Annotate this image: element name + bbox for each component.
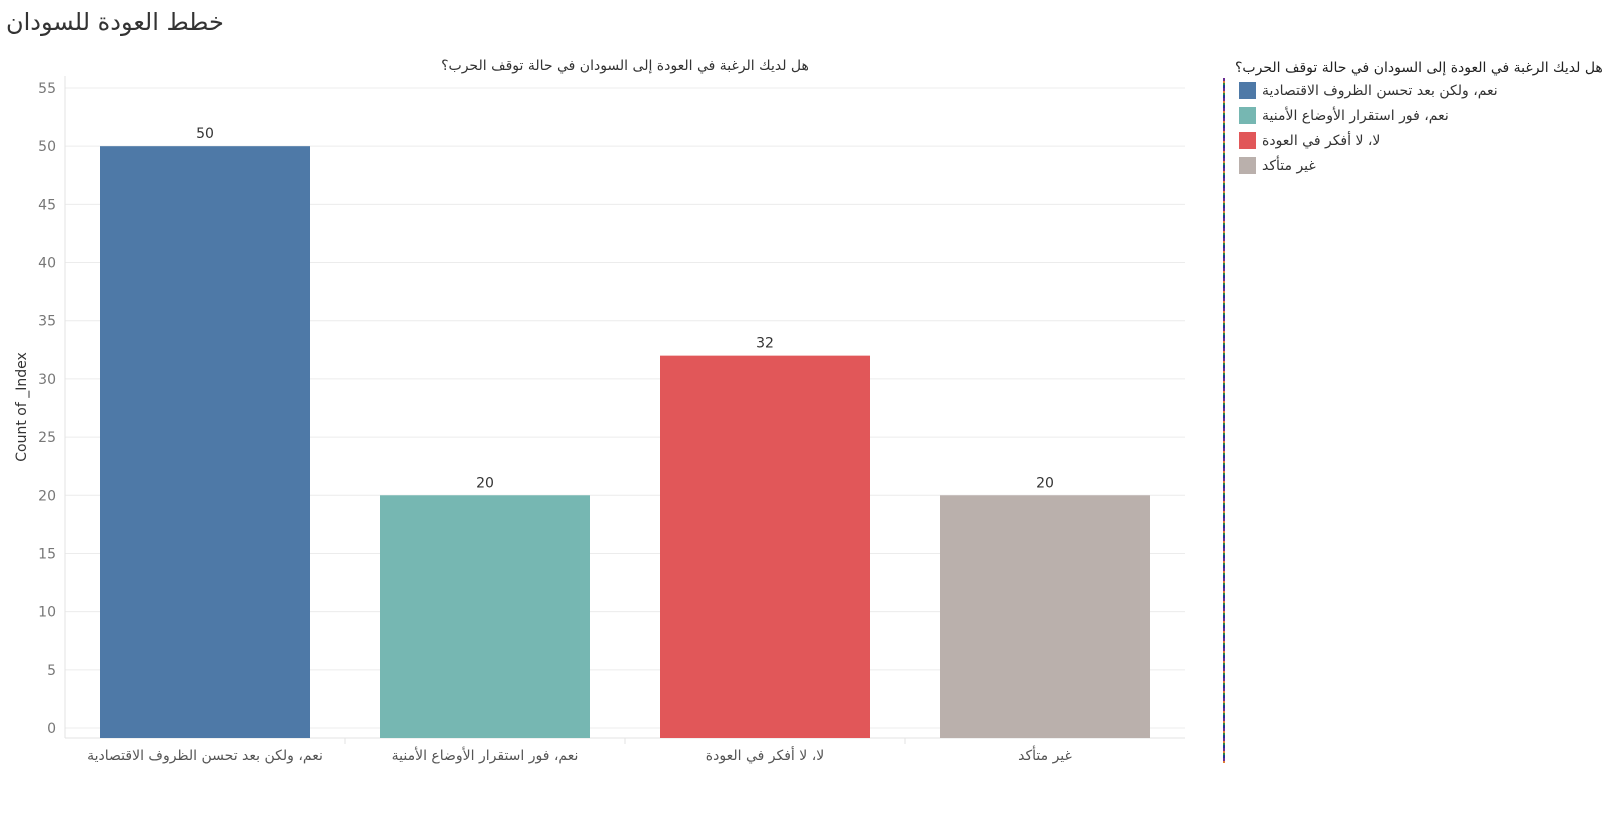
bar (660, 355, 870, 738)
legend-swatch (1239, 107, 1256, 124)
y-tick-label: 5 (47, 663, 56, 679)
chart-title: هل لديك الرغبة في العودة إلى السودان في … (441, 58, 809, 74)
x-tick-label: غير متأكد (1018, 745, 1072, 764)
data-label: 50 (196, 126, 214, 142)
data-label: 32 (756, 336, 774, 352)
y-tick-label: 0 (47, 721, 56, 737)
legend-swatch (1239, 82, 1256, 99)
legend-item[interactable]: لا، لا أفكر في العودة (1235, 128, 1615, 153)
legend-item[interactable]: غير متأكد (1235, 153, 1615, 178)
y-tick-label: 50 (38, 139, 56, 155)
y-tick-label: 55 (38, 81, 56, 97)
x-tick-label: نعم، ولكن بعد تحسن الظروف الاقتصادية (87, 748, 323, 764)
bar (100, 146, 310, 738)
y-tick-label: 25 (38, 430, 56, 446)
legend-swatch (1239, 132, 1256, 149)
bar (940, 495, 1150, 738)
y-tick-label: 20 (38, 488, 56, 504)
legend-divider (1223, 78, 1225, 763)
data-label: 20 (1036, 475, 1054, 491)
legend-label: غير متأكد (1262, 157, 1316, 174)
legend-title: هل لديك الرغبة في العودة إلى السودان في … (1235, 60, 1603, 76)
legend-label: لا، لا أفكر في العودة (1262, 132, 1381, 149)
y-axis-label: Count of _Index (14, 352, 30, 462)
legend-swatch (1239, 157, 1256, 174)
y-tick-label: 10 (38, 605, 56, 621)
bar-chart: هل لديك الرغبة في العودة إلى السودان في … (0, 48, 1230, 813)
x-tick-label: لا، لا أفكر في العودة (706, 746, 824, 764)
y-tick-label: 45 (38, 197, 56, 213)
y-tick-label: 15 (38, 546, 56, 562)
y-tick-label: 30 (38, 372, 56, 388)
x-tick-label: نعم، فور استقرار الأوضاع الأمنية (392, 746, 579, 764)
bar (380, 495, 590, 738)
legend-label: نعم، ولكن بعد تحسن الظروف الاقتصادية (1262, 82, 1498, 99)
y-tick-label: 40 (38, 256, 56, 272)
color-legend[interactable]: هل لديك الرغبة في العودة إلى السودان في … (1235, 58, 1615, 178)
bar-chart-svg: هل لديك الرغبة في العودة إلى السودان في … (14, 58, 1185, 764)
legend-item[interactable]: نعم، فور استقرار الأوضاع الأمنية (1235, 103, 1615, 128)
legend-label: نعم، فور استقرار الأوضاع الأمنية (1262, 107, 1449, 124)
data-label: 20 (476, 475, 494, 491)
legend-item[interactable]: نعم، ولكن بعد تحسن الظروف الاقتصادية (1235, 78, 1615, 103)
y-tick-label: 35 (38, 314, 56, 330)
dashboard-title: خطط العودة للسودان (6, 8, 224, 36)
